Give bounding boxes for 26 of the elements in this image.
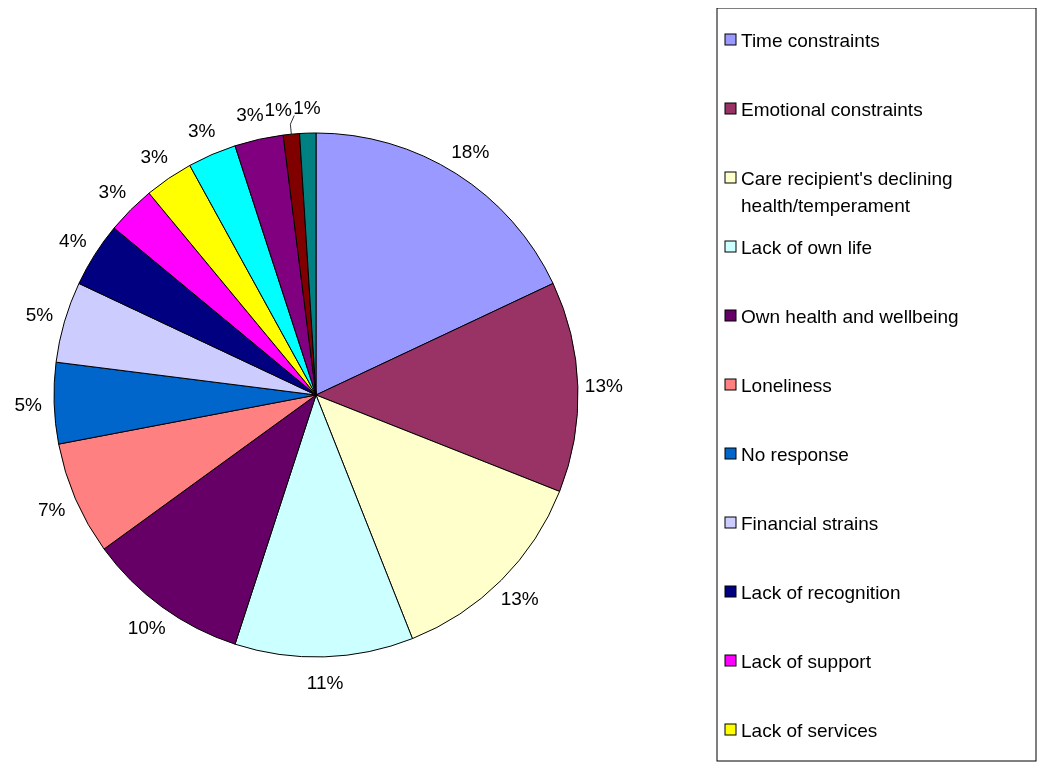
data-label: 4% [59,230,87,252]
data-label: 13% [584,375,623,397]
legend-label: Own health and wellbeing [741,305,959,327]
legend-label: Care recipient's declining health/temperament [741,167,953,216]
legend-label: Lack of own life [741,236,872,258]
legend-label: Lack of support [741,650,872,672]
data-label: 3% [140,146,168,168]
data-label: 1% [293,96,321,118]
data-label: 3% [236,104,264,126]
legend-label: Emotional constraints [741,98,923,120]
legend-label: Loneliness [741,374,832,396]
legend-label: No response [741,443,849,465]
legend-label: Lack of recognition [741,581,901,603]
legend-label: Lack of services [741,719,878,741]
data-label: 1% [264,98,293,120]
data-label: 18% [451,141,490,163]
data-label: 10% [127,617,166,639]
legend-label: Time constraints [741,29,880,51]
data-label: 5% [14,393,42,415]
legend-label: Financial strains [741,512,879,534]
data-label: 13% [500,588,539,610]
data-label: 5% [25,304,54,326]
data-label: 3% [98,180,127,202]
data-label: 11% [306,672,344,694]
data-label: 3% [187,120,216,142]
data-label: 7% [37,498,66,520]
